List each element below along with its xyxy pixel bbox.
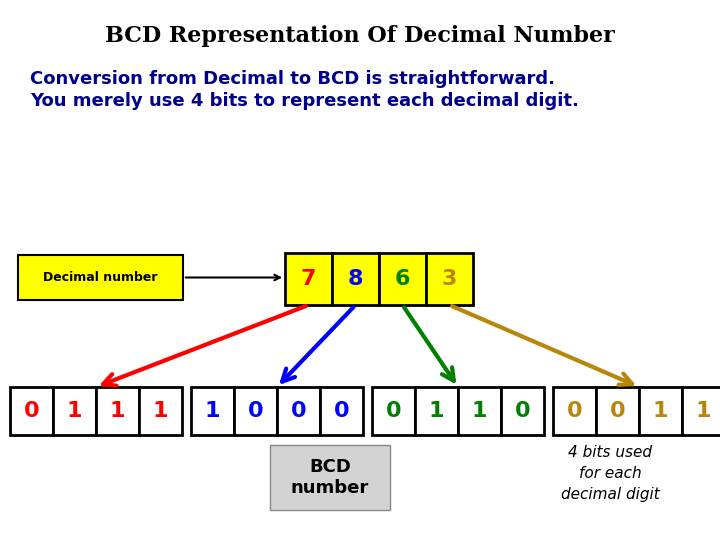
- Text: 7: 7: [301, 269, 316, 289]
- Bar: [320, 387, 363, 435]
- Text: Conversion from Decimal to BCD is straightforward.: Conversion from Decimal to BCD is straig…: [30, 70, 555, 88]
- Text: 0: 0: [567, 401, 582, 421]
- Text: BCD
number: BCD number: [291, 458, 369, 497]
- Text: 1: 1: [472, 401, 487, 421]
- Text: 0: 0: [610, 401, 625, 421]
- Bar: [277, 387, 320, 435]
- Text: Decimal number: Decimal number: [43, 271, 158, 284]
- Bar: [332, 253, 379, 305]
- Text: 1: 1: [428, 401, 444, 421]
- Bar: [18, 255, 183, 300]
- Text: 8: 8: [348, 269, 364, 289]
- Bar: [96, 387, 139, 435]
- Bar: [191, 387, 234, 435]
- Text: 1: 1: [696, 401, 711, 421]
- Bar: [234, 387, 277, 435]
- Bar: [553, 387, 596, 435]
- Bar: [415, 387, 458, 435]
- Bar: [10, 387, 53, 435]
- Text: 1: 1: [67, 401, 82, 421]
- Bar: [53, 387, 96, 435]
- Text: BCD Representation Of Decimal Number: BCD Representation Of Decimal Number: [105, 25, 615, 47]
- Text: 0: 0: [291, 401, 306, 421]
- Bar: [596, 387, 639, 435]
- Bar: [139, 387, 182, 435]
- Text: 0: 0: [386, 401, 401, 421]
- Text: 1: 1: [204, 401, 220, 421]
- Bar: [682, 387, 720, 435]
- Text: 1: 1: [153, 401, 168, 421]
- Text: You merely use 4 bits to represent each decimal digit.: You merely use 4 bits to represent each …: [30, 92, 579, 110]
- Text: 4 bits used
for each
decimal digit: 4 bits used for each decimal digit: [561, 445, 660, 502]
- Bar: [270, 445, 390, 510]
- Bar: [285, 253, 332, 305]
- Bar: [372, 387, 415, 435]
- Text: 6: 6: [395, 269, 410, 289]
- Text: 3: 3: [442, 269, 457, 289]
- Bar: [426, 253, 473, 305]
- Text: 0: 0: [248, 401, 264, 421]
- Text: 0: 0: [515, 401, 531, 421]
- Bar: [458, 387, 501, 435]
- Bar: [501, 387, 544, 435]
- Text: 1: 1: [653, 401, 668, 421]
- Bar: [639, 387, 682, 435]
- Text: 1: 1: [109, 401, 125, 421]
- Text: 0: 0: [24, 401, 40, 421]
- Bar: [379, 253, 426, 305]
- Text: 0: 0: [333, 401, 349, 421]
